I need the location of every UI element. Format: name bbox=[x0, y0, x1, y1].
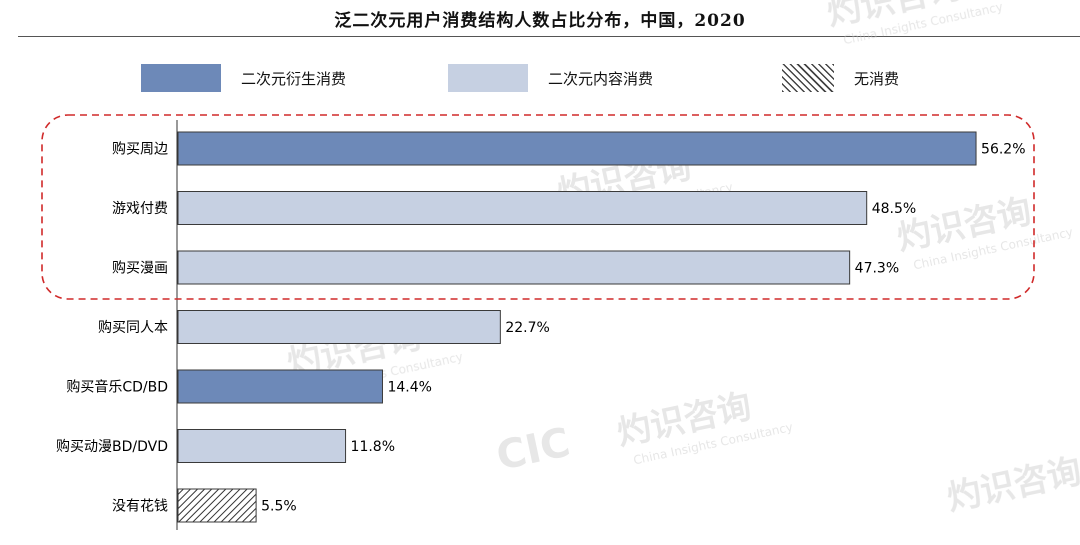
bar bbox=[177, 250, 851, 285]
value-label: 11.8% bbox=[351, 439, 395, 455]
highlight-box bbox=[41, 114, 1035, 300]
legend-swatch-content bbox=[448, 64, 528, 92]
category-label: 购买周边 bbox=[112, 142, 168, 158]
bar bbox=[177, 310, 501, 344]
bar bbox=[177, 429, 347, 463]
legend-label-derivative: 二次元衍生消费 bbox=[241, 70, 347, 88]
watermark-cn: 灼识咨询 bbox=[944, 451, 1080, 518]
category-label: 购买漫画 bbox=[112, 261, 168, 277]
value-label: 22.7% bbox=[505, 320, 549, 336]
category-label: 购买动漫BD/DVD bbox=[56, 439, 168, 455]
title-divider bbox=[18, 36, 1080, 37]
bar bbox=[177, 191, 868, 225]
bar bbox=[177, 369, 383, 404]
watermark-logo: CIC bbox=[493, 419, 575, 479]
bar bbox=[177, 131, 977, 166]
legend-label-content: 二次元内容消费 bbox=[548, 70, 654, 88]
value-label: 56.2% bbox=[981, 142, 1025, 158]
legend-swatch-none bbox=[782, 64, 834, 92]
category-label: 游戏付费 bbox=[112, 201, 168, 217]
value-label: 47.3% bbox=[855, 261, 899, 277]
category-label: 购买同人本 bbox=[98, 320, 168, 336]
bar bbox=[177, 488, 257, 523]
bars: 购买周边 56.2% 游戏付费 48.5% 购买漫画 47.3% 购买同人本 22.7% 购买音… bbox=[56, 131, 1026, 523]
legend-swatch-derivative bbox=[141, 64, 221, 92]
category-label: 没有花钱 bbox=[112, 499, 168, 515]
value-label: 48.5% bbox=[872, 201, 916, 217]
category-label: 购买音乐CD/BD bbox=[66, 379, 168, 396]
value-label: 14.4% bbox=[387, 380, 431, 396]
value-label: 5.5% bbox=[261, 499, 297, 515]
legend-label-none: 无消费 bbox=[854, 70, 900, 88]
chart-title: 泛二次元用户消费结构人数占比分布，中国，2020 bbox=[334, 11, 746, 31]
